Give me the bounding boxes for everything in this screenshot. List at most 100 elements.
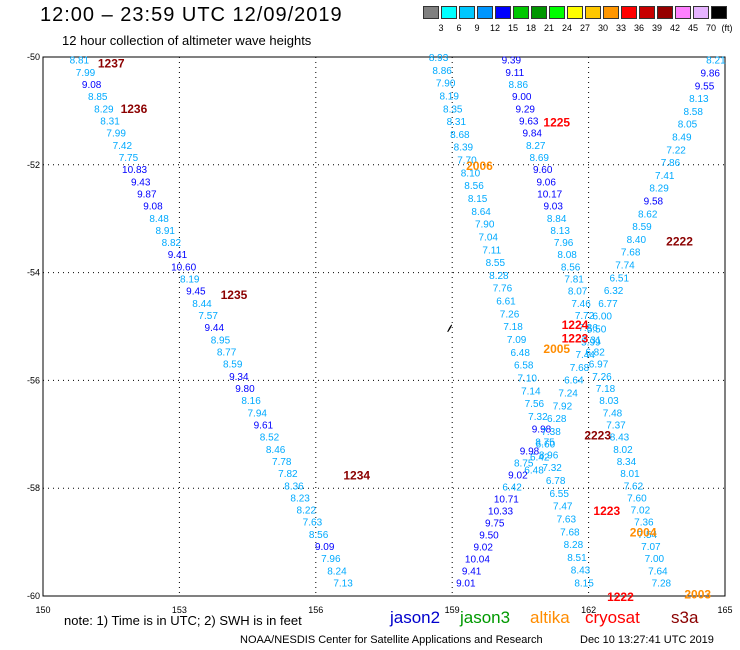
swh-value: 7.81	[564, 275, 584, 286]
y-tick-label: -58	[27, 483, 40, 493]
swh-value: 7.31	[582, 335, 602, 346]
pass-time-label: 2223	[584, 428, 611, 442]
swh-value: 7.68	[570, 363, 590, 374]
legend-swatch	[423, 6, 439, 19]
swh-value: 7.36	[634, 518, 654, 529]
swh-value: 8.31	[447, 117, 467, 128]
swh-value: 8.43	[610, 433, 630, 444]
swh-value: 9.02	[473, 543, 493, 554]
swh-value: 6.58	[514, 361, 534, 372]
island-outline	[447, 324, 453, 333]
pass-time-label: 1236	[121, 102, 148, 116]
swh-value: 7.18	[503, 322, 523, 333]
swh-value: 8.95	[211, 335, 231, 346]
swh-value: 7.76	[493, 284, 513, 295]
swh-value: 7.00	[645, 554, 665, 565]
legend-swatch	[657, 6, 673, 19]
swh-value: 8.08	[557, 250, 577, 261]
swh-value: 9.55	[695, 81, 715, 92]
swh-value: 7.26	[500, 309, 520, 320]
swh-value: 8.28	[564, 540, 584, 551]
swh-value: 6.48	[524, 465, 544, 476]
swh-value: 7.07	[641, 542, 661, 553]
legend-label: 39	[651, 23, 662, 33]
legend-swatch	[675, 6, 691, 19]
swh-value: 6.42	[502, 482, 522, 493]
x-tick-label: 150	[35, 605, 50, 615]
swh-value: 8.19	[180, 275, 200, 286]
swh-value: 7.37	[606, 420, 626, 431]
satellite-cryosat: cryosat	[585, 608, 640, 627]
swh-value: 8.29	[94, 104, 114, 115]
legend-swatch	[693, 6, 709, 19]
legend-swatch	[531, 6, 547, 19]
legend-swatch	[567, 6, 583, 19]
legend-label: 36	[633, 23, 644, 33]
swh-value: 8.52	[260, 433, 280, 444]
swh-value: 8.07	[568, 287, 588, 298]
swh-value: 9.75	[485, 519, 505, 530]
legend-label: 27	[579, 23, 590, 33]
swh-value: 8.46	[266, 445, 286, 456]
swh-value: 7.41	[655, 171, 675, 182]
swh-value: 8.15	[574, 579, 594, 590]
swh-value: 10.04	[465, 555, 490, 566]
swh-value: 6.78	[546, 476, 566, 487]
pass-time-label: 2005	[543, 342, 570, 356]
swh-value: 8.56	[464, 181, 484, 192]
swh-value: 9.41	[168, 250, 188, 261]
pass-time-label: 1224	[562, 318, 589, 332]
pass-time-label: 1225	[543, 116, 570, 130]
swh-value: 8.28	[489, 271, 509, 282]
swh-value: 9.43	[131, 177, 151, 188]
swh-value: 8.69	[529, 153, 549, 164]
pass-time-label: 2222	[666, 234, 693, 248]
pass-time-label: 1222	[607, 590, 634, 604]
swh-value: 5.99	[581, 337, 601, 348]
swh-value: 7.74	[615, 261, 635, 272]
swh-value: 7.70	[457, 156, 477, 167]
swh-value: 9.08	[143, 202, 163, 213]
swh-value: 7.56	[525, 399, 545, 410]
swh-value: 7.32	[542, 463, 562, 474]
satellite-altika: altika	[530, 608, 570, 627]
swh-value: 7.96	[554, 238, 574, 249]
swh-value: 7.44	[575, 350, 595, 361]
swh-value: 7.63	[303, 518, 323, 529]
swh-value: 7.32	[528, 412, 548, 423]
swh-value: 6.55	[549, 489, 569, 500]
swh-value: 8.24	[327, 566, 347, 577]
swh-value: 8.91	[155, 226, 175, 237]
y-tick-label: -52	[27, 160, 40, 170]
chart-subtitle: 12 hour collection of altimeter wave hei…	[62, 33, 312, 48]
legend-unit: (ft)	[721, 23, 733, 33]
swh-value: 7.90	[436, 79, 456, 90]
swh-value: 8.44	[192, 299, 212, 310]
swh-value: 7.24	[558, 389, 578, 400]
swh-value: 7.86	[661, 158, 681, 169]
swh-value: 10.60	[171, 262, 196, 273]
satellite-jason2: jason2	[390, 608, 441, 627]
swh-value: 9.50	[479, 531, 499, 542]
legend-swatch	[549, 6, 565, 19]
swh-value: 8.48	[149, 214, 169, 225]
swh-value: 7.28	[652, 579, 672, 590]
satellite-s3a: s3a	[671, 608, 699, 627]
swh-value: 8.22	[297, 506, 317, 517]
pass-time-label: 1235	[221, 288, 248, 302]
x-tick-label: 162	[581, 605, 596, 615]
swh-value: 9.08	[82, 80, 102, 91]
swh-value: 9.84	[523, 129, 543, 140]
swh-value: 7.96	[321, 554, 341, 565]
swh-value: 7.86	[578, 323, 598, 334]
swh-value: 5.50	[587, 325, 607, 336]
legend-swatch	[585, 6, 601, 19]
legend-swatch	[477, 6, 493, 19]
swh-value: 8.40	[627, 235, 647, 246]
swh-value: 6.42	[530, 453, 550, 464]
swh-value: 8.39	[454, 143, 474, 154]
legend-swatch	[513, 6, 529, 19]
swh-value: 9.58	[644, 197, 664, 208]
swh-value: 8.55	[486, 258, 506, 269]
swh-value: 8.05	[678, 120, 698, 131]
